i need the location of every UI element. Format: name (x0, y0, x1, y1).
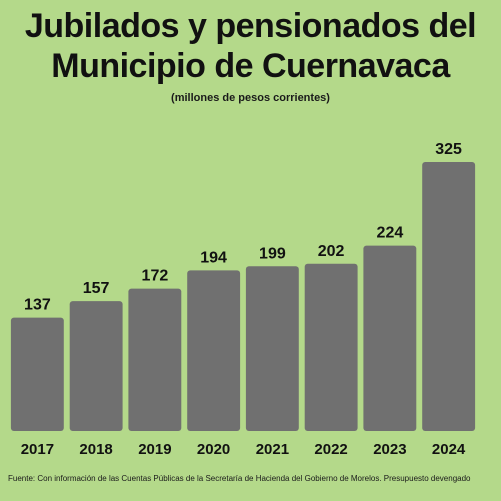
bar-2021 (245, 266, 299, 431)
bar-2020 (187, 270, 241, 431)
x-tick-label-2018: 2018 (79, 441, 112, 458)
x-tick-label-2021: 2021 (256, 441, 289, 458)
x-tick-label-2019: 2019 (138, 441, 171, 458)
data-label-2023: 224 (377, 225, 404, 242)
data-label-2022: 202 (318, 243, 345, 260)
data-label-2018: 157 (83, 280, 110, 297)
data-label-2021: 199 (259, 245, 286, 262)
bar-2017 (10, 317, 64, 431)
data-label-2019: 172 (142, 268, 169, 285)
source-note: Fuente: Con información de las Cuentas P… (8, 474, 471, 483)
bar-2018 (69, 301, 123, 431)
x-tick-label-2017: 2017 (21, 441, 54, 458)
data-label-2017: 137 (24, 297, 51, 314)
title-line-1: Jubilados y pensionados del (24, 7, 477, 45)
chart-subtitle: (millones de pesos corrientes) (171, 92, 330, 104)
title-line-2: Municipio de Cuernavaca (51, 47, 450, 85)
bar-2024 (422, 162, 476, 431)
bar-2019 (128, 288, 182, 431)
x-tick-label-2022: 2022 (314, 441, 347, 458)
x-tick-label-2020: 2020 (197, 441, 230, 458)
chart-title: Jubilados y pensionados del Municipio de… (0, 6, 501, 86)
bar-2023 (363, 245, 417, 431)
x-tick-label-2024: 2024 (432, 441, 466, 458)
x-tick-label-2023: 2023 (373, 441, 406, 458)
data-label-2024: 325 (435, 141, 462, 158)
data-label-2020: 194 (200, 249, 227, 266)
bar-2022 (304, 263, 358, 431)
